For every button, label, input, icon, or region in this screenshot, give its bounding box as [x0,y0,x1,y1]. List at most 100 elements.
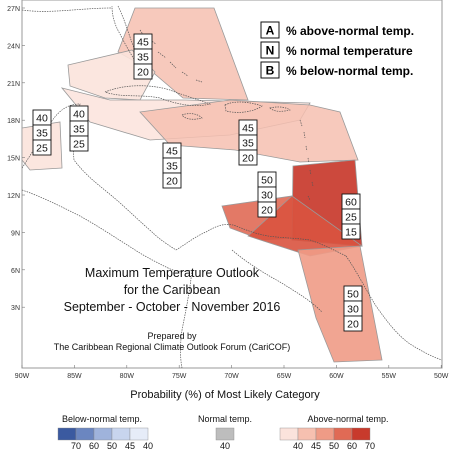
probability-box-eastern-caribbean: 50 30 20 [257,171,277,218]
colorbar-tick-above: 70 [365,441,375,450]
region-caribbean-south [247,195,363,257]
lat-label: 9N [11,230,20,237]
lon-label: 80W [120,373,135,380]
probability-cell [257,201,277,218]
probability-value: 45 [242,123,254,135]
region-guianas [297,245,383,363]
legend-letter-box [260,61,280,79]
legend-row-normal: N % normal temperature [260,41,413,59]
colorbar-tick-above: 40 [293,441,303,450]
legend-text-below: % below-normal temp. [286,64,413,78]
colorbar-tick-below: 50 [107,441,117,450]
legend-row-below: B % below-normal temp. [260,61,413,79]
colorbar-tick-below: 40 [143,441,153,450]
legend-row-above: A % above-normal temp. [260,21,414,39]
map-title-line-3: September - October - November 2016 [64,300,281,314]
probability-cell [341,223,361,240]
lon-label: 55W [382,373,397,380]
probability-value: 50 [261,175,273,187]
prepared-by-label: Prepared by [147,331,197,341]
region-bahamas [117,7,249,101]
colorbar-tick-below: 45 [125,441,135,450]
probability-value: 20 [166,176,178,188]
colorbar-swatch-below [129,427,149,441]
latitude-labels: 27N 24N 21N 18N 15N 12N 9N 6N 3N [7,6,25,312]
lon-label: 50W [434,373,449,380]
probability-box-bahamas: 45 35 20 [133,33,153,80]
longitude-labels: 90W 85W 80W 75W 70W 65W 60W 55W 50W [15,365,449,380]
lat-label: 3N [11,305,20,312]
colorbar-swatch-above [315,427,335,441]
probability-value: 45 [137,37,149,49]
legend-letter-a: A [266,24,275,38]
probability-value: 35 [137,52,149,64]
lat-label: 21N [7,81,20,88]
probability-value: 15 [345,227,357,239]
probability-value: 25 [345,212,357,224]
colorbar-swatches [57,427,371,441]
probability-box-central-caribbean: 45 35 20 [162,142,182,189]
colorbar-swatch-above [333,427,353,441]
lon-label: 60W [329,373,344,380]
probability-value: 30 [347,304,359,316]
colorbar-swatch-above [351,427,371,441]
lat-label: 18N [7,118,20,125]
probability-value: 25 [73,139,85,151]
legend-key: A % above-normal temp. N % normal temper… [260,21,414,79]
colorbar-tick-above: 50 [329,441,339,450]
colorbar-above-label: Above-normal temp. [307,414,388,424]
lon-label: 85W [67,373,82,380]
probability-value: 60 [345,197,357,209]
legend-letter-b: B [266,64,275,78]
probability-box-yucatan: 40 35 25 [32,109,52,156]
lat-label: 12N [7,193,20,200]
probability-cell [162,172,182,189]
probability-value: 35 [36,128,48,140]
colorbar-tick-below: 60 [89,441,99,450]
lon-label: 70W [224,373,239,380]
legend-text-above: % above-normal temp. [286,24,414,38]
probability-value: 35 [242,138,254,150]
probability-value: 20 [347,319,359,331]
lat-label: 24N [7,43,20,50]
probability-value: 20 [261,205,273,217]
probability-value: 40 [36,113,48,125]
probability-cell [133,63,153,80]
probability-box-gulf-west: 40 35 25 [69,105,89,152]
probability-cell [238,149,258,166]
coastlines [22,5,442,368]
probability-boxes: 45 35 20 40 35 25 40 35 25 45 35 20 45 35 20 50 30 20 60 25… [32,33,363,332]
colorbar-below-label: Below-normal temp. [62,414,142,424]
probability-cell [69,135,89,152]
map-title-block: Maximum Temperature Outlook for the Cari… [54,266,291,352]
colorbar-tick-above: 60 [347,441,357,450]
probability-value: 25 [36,143,48,155]
prepared-by-org: The Caribbean Regional Climate Outlook F… [54,342,291,352]
colorbar-swatch-below [93,427,113,441]
legend-letter-box [260,21,280,39]
legend-text-normal: % normal temperature [286,44,413,58]
colorbar-swatch-above [297,427,317,441]
colorbar-tick-normal: 40 [220,441,230,450]
probability-value: 20 [242,153,254,165]
colorbar-tick-below: 70 [71,441,81,450]
lon-label: 65W [277,373,292,380]
lon-label: 75W [172,373,187,380]
probability-value: 20 [137,67,149,79]
colorbar: Probability (%) of Most Likely Category … [57,389,389,450]
colorbar-swatch-normal [215,427,235,441]
colorbar-title: Probability (%) of Most Likely Category [130,389,320,401]
probability-value: 50 [347,289,359,301]
probability-cell [343,315,363,332]
legend-letter-box [260,41,280,59]
lat-label: 27N [7,6,20,13]
colorbar-ticks: 70 60 50 45 40 40 40 45 50 60 70 [71,441,375,450]
colorbar-swatch-below [57,427,77,441]
map-title-line-1: Maximum Temperature Outlook [85,266,260,280]
probability-value: 30 [261,190,273,202]
colorbar-normal-label: Normal temp. [198,414,252,424]
colorbar-tick-above: 45 [311,441,321,450]
probability-value: 35 [73,124,85,136]
